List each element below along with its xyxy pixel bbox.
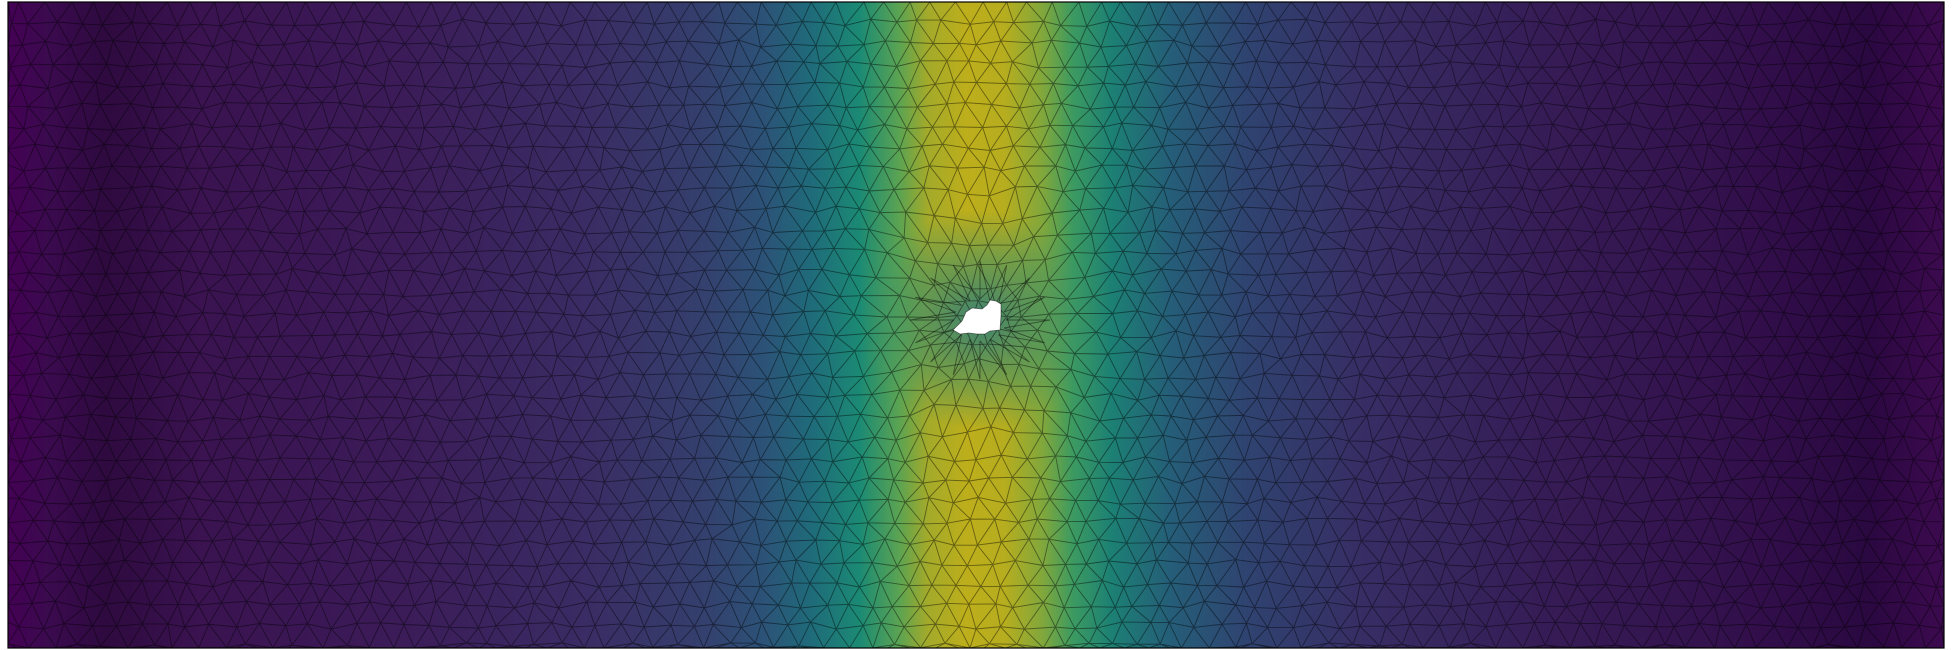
plot-frame <box>7 1 1945 649</box>
triangle-mesh <box>8 2 1944 648</box>
central-hole <box>952 299 1002 335</box>
mesh-edges <box>8 2 1944 648</box>
hole-fan-edges <box>909 260 1051 380</box>
